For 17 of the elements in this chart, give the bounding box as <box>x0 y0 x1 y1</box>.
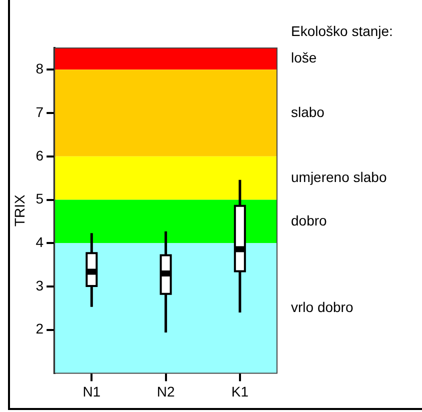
band-label: umjereno slabo <box>291 168 387 185</box>
y-tick-label: 3 <box>36 277 44 294</box>
x-tick-label: K1 <box>231 383 249 400</box>
x-tick-label: N2 <box>156 383 175 400</box>
x-tick-label: N1 <box>82 383 101 400</box>
band-label: dobro <box>291 212 328 228</box>
y-tick-label: 8 <box>36 60 44 77</box>
band-label: slabo <box>291 104 325 120</box>
y-axis-title: TRIX <box>11 194 28 227</box>
legend-title: Ekološko stanje: <box>291 22 393 39</box>
y-tick-label: 2 <box>36 320 44 337</box>
y-tick-label: 5 <box>36 190 44 207</box>
y-tick-label: 4 <box>36 234 44 250</box>
y-tick-label: 7 <box>36 104 44 120</box>
band-label: loše <box>291 50 317 66</box>
y-tick-label: 6 <box>36 147 44 164</box>
band-label: vrlo dobro <box>291 299 354 316</box>
